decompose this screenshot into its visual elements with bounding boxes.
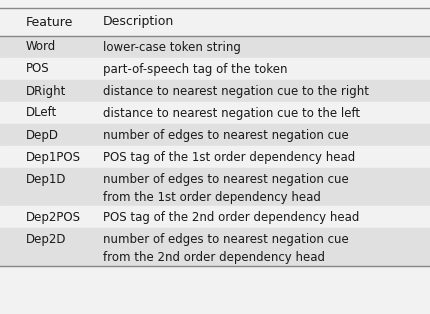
- Text: Dep2POS: Dep2POS: [26, 210, 81, 224]
- Text: DLeft: DLeft: [26, 106, 57, 120]
- Bar: [0, 206, 430, 228]
- Text: lower-case token string: lower-case token string: [103, 41, 241, 53]
- Text: POS tag of the 2nd order dependency head: POS tag of the 2nd order dependency head: [103, 210, 359, 224]
- Bar: [0, 8, 430, 36]
- Text: number of edges to nearest negation cue
from the 1st order dependency head: number of edges to nearest negation cue …: [103, 173, 349, 204]
- Bar: [0, 146, 430, 168]
- Text: POS tag of the 1st order dependency head: POS tag of the 1st order dependency head: [103, 150, 356, 164]
- Text: Dep2D: Dep2D: [26, 233, 66, 246]
- Bar: [0, 36, 430, 58]
- Text: Dep1D: Dep1D: [26, 173, 66, 186]
- Text: POS: POS: [26, 62, 49, 75]
- Text: Feature: Feature: [26, 15, 73, 29]
- Text: number of edges to nearest negation cue: number of edges to nearest negation cue: [103, 128, 349, 142]
- Text: distance to nearest negation cue to the left: distance to nearest negation cue to the …: [103, 106, 360, 120]
- Text: Description: Description: [103, 15, 175, 29]
- Bar: [0, 102, 430, 124]
- Bar: [0, 58, 430, 80]
- Bar: [0, 168, 430, 206]
- Text: distance to nearest negation cue to the right: distance to nearest negation cue to the …: [103, 84, 369, 98]
- Text: DepD: DepD: [26, 128, 59, 142]
- Text: DRight: DRight: [26, 84, 66, 98]
- Text: Dep1POS: Dep1POS: [26, 150, 81, 164]
- Text: number of edges to nearest negation cue
from the 2nd order dependency head: number of edges to nearest negation cue …: [103, 233, 349, 264]
- Bar: [0, 80, 430, 102]
- Text: part-of-speech tag of the token: part-of-speech tag of the token: [103, 62, 288, 75]
- Bar: [0, 228, 430, 266]
- Bar: [0, 124, 430, 146]
- Text: Word: Word: [26, 41, 56, 53]
